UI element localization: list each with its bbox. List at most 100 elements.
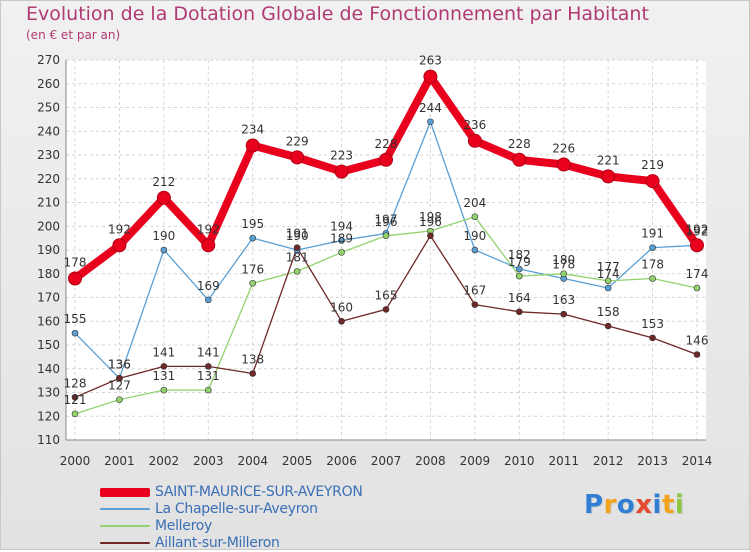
data-label: 141	[197, 345, 220, 359]
x-tick-label: 2000	[60, 454, 91, 468]
legend-swatch	[100, 542, 150, 544]
data-label: 228	[508, 137, 531, 151]
y-tick-label: 140	[37, 362, 60, 376]
data-label: 165	[375, 288, 398, 302]
x-tick-label: 2004	[237, 454, 268, 468]
y-tick-label: 210	[37, 196, 60, 210]
data-point	[693, 284, 701, 292]
legend-label: Melleroy	[155, 518, 212, 534]
y-tick-label: 170	[37, 291, 60, 305]
y-tick-label: 130	[37, 386, 60, 400]
data-label: 178	[64, 256, 87, 270]
legend-swatch	[100, 487, 150, 497]
y-tick-label: 260	[37, 77, 60, 91]
x-tick-label: 2010	[504, 454, 535, 468]
data-point	[71, 410, 79, 418]
data-label: 181	[286, 250, 309, 264]
data-label: 195	[241, 217, 264, 231]
data-point	[201, 238, 216, 253]
data-point	[471, 246, 479, 254]
data-point	[515, 308, 523, 316]
data-point	[245, 138, 260, 153]
data-point	[334, 164, 349, 179]
legend-swatch	[100, 508, 150, 510]
data-point	[604, 284, 612, 292]
data-label: 196	[375, 215, 398, 229]
data-label: 121	[64, 393, 87, 407]
data-point	[649, 244, 656, 251]
data-label: 189	[330, 231, 353, 245]
data-label: 158	[597, 305, 620, 319]
data-point	[471, 213, 479, 221]
data-point	[427, 232, 434, 240]
data-label: 191	[641, 227, 664, 241]
data-label: 226	[552, 142, 575, 156]
data-point	[160, 386, 168, 394]
data-point	[382, 306, 390, 313]
data-point	[382, 232, 390, 240]
data-point	[471, 301, 479, 308]
data-point	[338, 317, 345, 325]
data-label: 164	[508, 291, 531, 305]
y-tick-label: 220	[37, 172, 60, 186]
data-point	[249, 279, 257, 287]
data-label: 223	[330, 149, 353, 163]
data-point	[512, 152, 527, 167]
data-point	[427, 118, 434, 126]
data-point	[116, 374, 123, 382]
x-tick-label: 2012	[593, 454, 624, 468]
data-label: 131	[197, 369, 220, 383]
data-label: 178	[552, 258, 575, 272]
data-point	[249, 370, 257, 377]
data-point	[423, 69, 438, 84]
x-tick-label: 2005	[282, 454, 313, 468]
data-point	[338, 249, 345, 256]
data-label: 127	[108, 379, 131, 393]
data-label: 190	[152, 229, 175, 243]
data-label: 244	[419, 101, 442, 115]
data-label: 179	[508, 255, 531, 269]
data-label: 228	[375, 137, 398, 151]
data-label: 196	[419, 215, 442, 229]
y-tick-label: 110	[37, 433, 60, 447]
data-label: 141	[152, 345, 175, 359]
logo-text: Proxiti	[584, 490, 685, 520]
data-point	[556, 157, 571, 172]
y-tick-label: 180	[37, 267, 60, 281]
y-tick-label: 230	[37, 148, 60, 162]
data-point	[690, 238, 704, 253]
data-point	[560, 310, 568, 318]
y-tick-label: 270	[37, 53, 60, 67]
data-label: 212	[152, 175, 175, 189]
data-point	[293, 244, 301, 251]
data-point	[204, 386, 212, 394]
y-tick-label: 250	[37, 101, 60, 115]
legend-label: La Chapelle-sur-Aveyron	[155, 501, 318, 517]
data-label: 177	[597, 260, 620, 274]
line-chart: 110 120 130 140 150 160 170 180 190 200 210 220 230 2…	[37, 53, 712, 468]
data-point	[467, 133, 482, 148]
data-point	[338, 237, 345, 244]
y-tick-label: 120	[37, 409, 60, 423]
data-point	[204, 296, 212, 304]
data-label: 263	[419, 54, 442, 68]
data-point	[156, 190, 171, 205]
chart-title: Evolution de la Dotation Globale de Fonc…	[26, 3, 649, 25]
legend-label: SAINT-MAURICE-SUR-AVEYRON	[155, 484, 363, 500]
data-label: 138	[241, 353, 264, 367]
data-point	[649, 275, 656, 282]
data-point	[68, 271, 82, 286]
data-point	[290, 150, 305, 165]
data-label: 204	[463, 196, 486, 210]
data-label: 131	[152, 369, 175, 383]
data-label: 190	[463, 229, 486, 243]
data-label: 174	[686, 267, 709, 281]
data-label: 192	[197, 222, 220, 236]
data-label: 198	[419, 210, 442, 224]
data-point	[249, 234, 257, 242]
data-point	[116, 396, 123, 403]
data-label: 169	[197, 279, 220, 293]
data-label: 136	[108, 357, 131, 371]
proxiti-logo: Proxiti	[584, 490, 684, 520]
data-label: 234	[241, 123, 264, 137]
